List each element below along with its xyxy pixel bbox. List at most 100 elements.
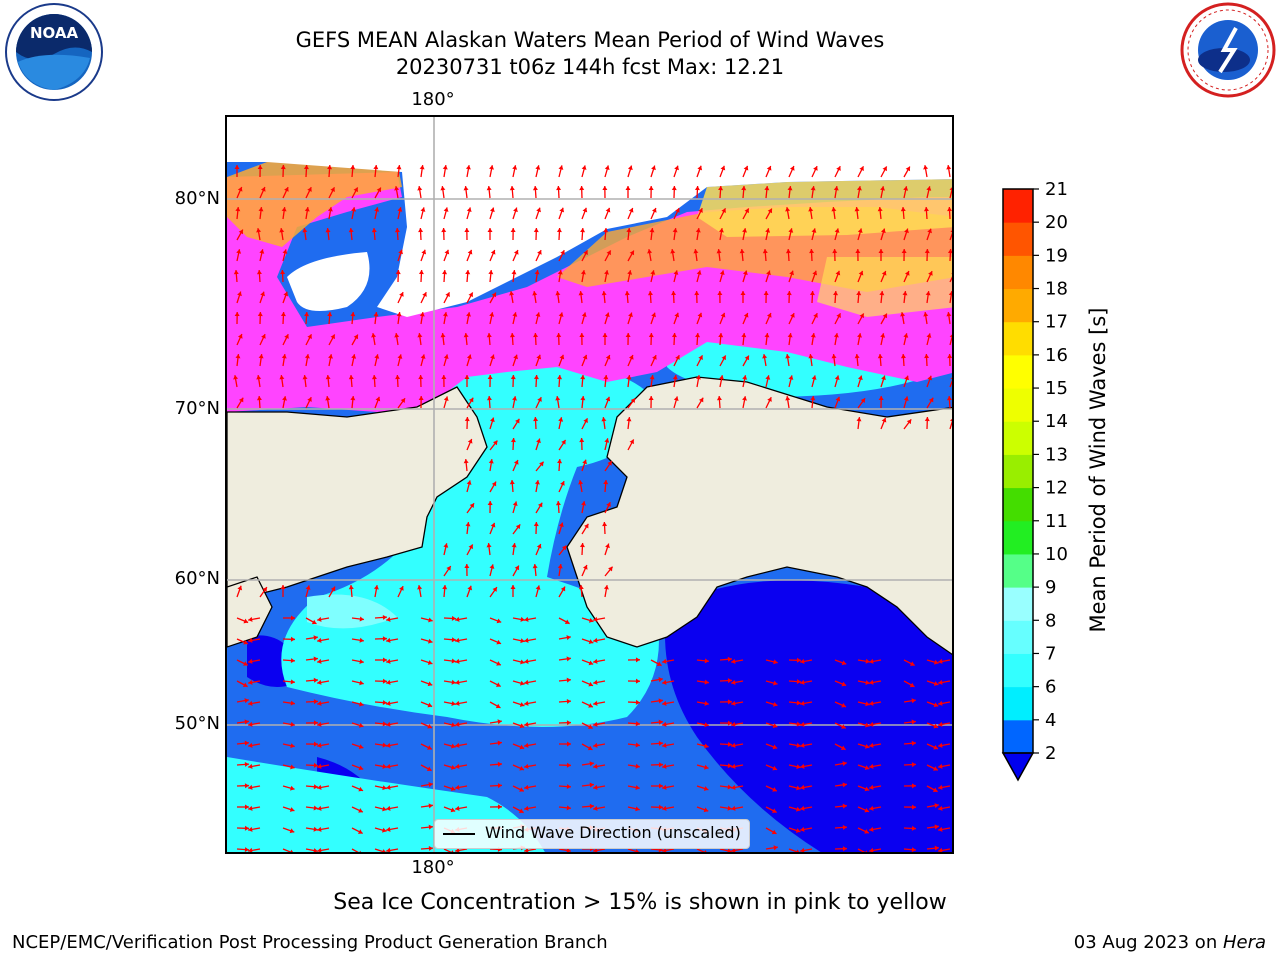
wind-wave-arrowhead [673, 396, 679, 401]
wind-wave-arrowhead [662, 784, 667, 790]
wind-wave-arrowhead [262, 587, 267, 592]
wind-wave-arrowhead [235, 207, 241, 212]
wind-wave-arrowhead [490, 522, 496, 528]
wind-wave-arrowhead [604, 312, 610, 318]
wind-wave-arrowhead [703, 807, 709, 813]
wind-wave-arrowhead [515, 524, 521, 530]
wind-wave-arrowhead [386, 721, 391, 727]
wind-wave-arrowhead [763, 291, 769, 296]
wind-wave-arrowhead [304, 312, 310, 317]
wind-wave-arrowhead [566, 698, 571, 704]
wind-wave-arrowhead [317, 637, 322, 643]
wind-wave-arrowhead [512, 165, 518, 170]
wind-wave-arrowhead [559, 354, 565, 360]
colorbar-tick-label: 12 [1045, 478, 1068, 499]
wind-wave-arrowhead [524, 742, 529, 748]
wind-wave-arrowhead [450, 764, 456, 770]
wind-wave-arrowhead [604, 165, 610, 170]
wind-wave-arrowhead [938, 784, 943, 790]
wind-wave-arrowhead [635, 785, 640, 790]
wind-wave-arrowhead [307, 397, 312, 402]
wind-wave-arrowhead [396, 312, 402, 317]
wind-wave-arrowhead [348, 585, 354, 590]
wind-wave-arrowhead [579, 186, 585, 191]
wind-wave-arrowhead [511, 270, 517, 275]
wind-wave-arrowhead [869, 847, 874, 852]
wind-wave-arrowhead [727, 656, 732, 662]
wind-wave-arrowhead [518, 808, 524, 813]
wind-wave-arrowhead [731, 784, 736, 790]
wind-wave-arrowhead [450, 807, 456, 813]
wind-wave-arrowhead [466, 354, 472, 360]
wind-wave-arrowhead [566, 677, 571, 683]
wind-wave-arrowhead [831, 207, 837, 212]
wind-wave-arrowhead [593, 679, 598, 685]
wind-wave-arrowhead [497, 719, 502, 725]
wind-wave-arrowhead [466, 480, 472, 485]
wind-wave-arrowhead [835, 270, 841, 276]
wind-wave-arrowhead [428, 824, 433, 830]
colorbar-tick-label: 7 [1045, 643, 1056, 664]
wind-wave-arrowhead [836, 313, 841, 319]
wind-wave-arrowhead [353, 187, 358, 193]
wind-wave-arrowhead [719, 375, 724, 380]
wind-wave-arrowhead [903, 333, 909, 338]
wind-wave-arrowhead [938, 763, 943, 769]
wind-wave-arrowhead [302, 375, 308, 380]
wind-wave-arrowhead [773, 659, 778, 665]
wind-wave-arrowhead [796, 679, 801, 685]
wind-wave-arrowhead [857, 333, 862, 338]
wind-wave-arrowhead [317, 679, 322, 685]
wind-wave-arrowhead [938, 721, 943, 727]
wind-wave-arrowhead [607, 461, 612, 466]
wind-wave-arrowhead [304, 354, 310, 359]
wind-wave-arrowhead [317, 826, 322, 832]
svg-text:NOAA: NOAA [30, 24, 79, 42]
wind-wave-arrowhead [662, 742, 667, 748]
wind-wave-arrowhead [451, 743, 456, 749]
wind-wave-arrowhead [386, 763, 391, 769]
wind-wave-arrowhead [443, 543, 449, 548]
wind-wave-arrowhead [560, 586, 566, 592]
wind-wave-arrowhead [519, 723, 525, 729]
wind-wave-arrowhead [704, 743, 709, 749]
wind-wave-arrowhead [464, 375, 470, 379]
wind-wave-arrowhead [467, 249, 473, 255]
colorbar-segment [1003, 321, 1033, 356]
wind-wave-arrowhead [558, 312, 564, 317]
wind-wave-arrowhead [290, 636, 295, 642]
wind-wave-arrowhead [417, 333, 423, 338]
wind-wave-arrowhead [635, 657, 640, 663]
wind-wave-arrowhead [674, 165, 679, 171]
wind-wave-arrowhead [869, 658, 874, 664]
wind-wave-arrowhead [704, 700, 709, 706]
wind-wave-arrowhead [359, 680, 364, 686]
wind-wave-arrowhead [238, 229, 244, 235]
wind-wave-arrowhead [813, 313, 818, 318]
wind-wave-arrowhead [859, 166, 864, 172]
wind-wave-arrow [949, 335, 952, 346]
wind-wave-arrowhead [492, 440, 498, 446]
wind-wave-arrowhead [593, 700, 598, 706]
wind-wave-arrowhead [419, 165, 425, 170]
wind-wave-arrowhead [583, 250, 588, 256]
wind-wave-arrowhead [648, 396, 654, 401]
wind-wave-arrowhead [496, 618, 502, 624]
wind-wave-arrowhead [581, 501, 586, 506]
wind-wave-arrowhead [911, 783, 916, 789]
wind-wave-arrowhead [877, 354, 883, 359]
wind-wave-arrowhead [394, 228, 400, 233]
wind-wave-arrowhead [397, 354, 403, 359]
wind-wave-arrowhead [718, 228, 724, 233]
wind-wave-arrowhead [313, 720, 318, 726]
wind-wave-arrowhead [949, 187, 952, 191]
wind-wave-arrowhead [465, 165, 471, 170]
wind-wave-arrowhead [428, 845, 433, 851]
wind-wave-arrowhead [789, 270, 794, 276]
wind-wave-arrowhead [582, 565, 588, 570]
wind-wave-arrowhead [587, 745, 593, 751]
wind-wave-arrowhead [951, 273, 952, 275]
wind-wave-arrowhead [627, 165, 633, 171]
wind-wave-arrowhead [909, 682, 915, 688]
wind-wave-arrowhead [671, 291, 677, 296]
